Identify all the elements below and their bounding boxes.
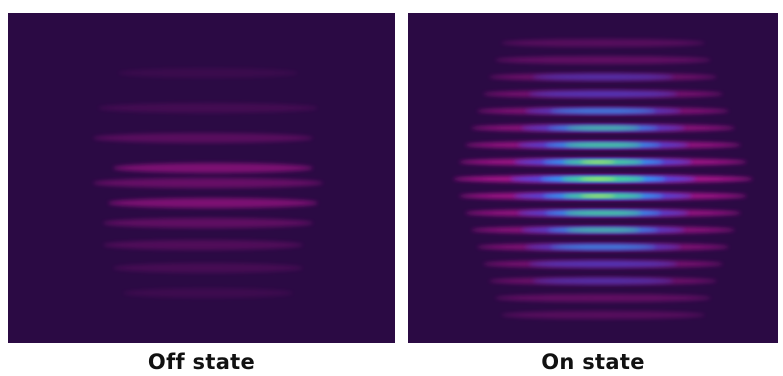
off-fringe-band [123, 288, 293, 298]
on-fringe-max [580, 194, 616, 198]
off-state-caption: Off state [147, 350, 256, 374]
on-state-caption: On state [541, 350, 645, 374]
off-fringe-band [98, 103, 318, 113]
on-fringe-band [501, 311, 705, 319]
on-fringe-highlight [550, 244, 656, 250]
on-fringe-max [580, 177, 616, 181]
off-fringe-band [93, 178, 323, 188]
off-fringe-band [108, 198, 318, 208]
on-fringe-core [532, 74, 674, 80]
on-fringe-peak [564, 143, 642, 147]
on-fringe-peak [566, 228, 640, 232]
on-state-pattern [453, 39, 753, 319]
off-fringe-band [103, 240, 303, 250]
on-fringe-peak [566, 126, 640, 130]
off-fringe-band [93, 133, 313, 143]
on-fringe-highlight [550, 108, 656, 114]
on-state-image [408, 13, 778, 343]
on-fringe-core [528, 261, 678, 267]
off-state-pattern [93, 68, 323, 298]
on-fringe-band [501, 39, 705, 47]
on-fringe-core [528, 91, 678, 97]
on-fringe-max [580, 160, 616, 164]
off-fringe-band [113, 163, 313, 173]
on-fringe-peak [564, 211, 642, 215]
off-fringe-band [118, 68, 298, 78]
off-fringe-band [113, 263, 303, 273]
on-fringe-core [532, 278, 674, 284]
on-fringe-band [495, 294, 711, 302]
off-state-image [8, 13, 395, 343]
on-fringe-band [495, 56, 711, 64]
off-fringe-band [103, 218, 313, 228]
